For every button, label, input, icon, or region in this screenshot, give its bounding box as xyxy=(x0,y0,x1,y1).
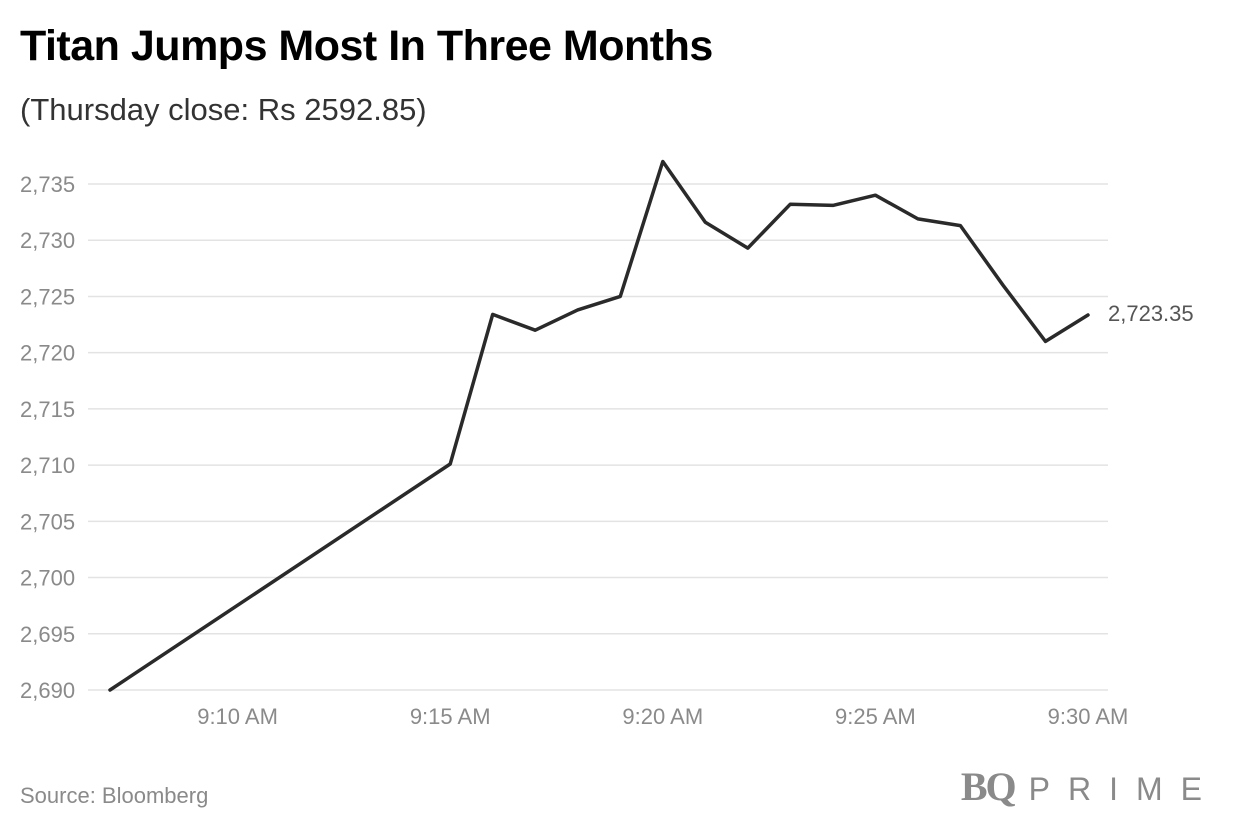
y-tick-label: 2,725 xyxy=(20,284,75,309)
source-note: Source: Bloomberg xyxy=(20,783,209,808)
y-tick-label: 2,715 xyxy=(20,397,75,422)
y-tick-label: 2,710 xyxy=(20,453,75,478)
chart-title: Titan Jumps Most In Three Months xyxy=(20,22,713,70)
y-tick-label: 2,705 xyxy=(20,509,75,534)
y-tick-label: 2,690 xyxy=(20,678,75,703)
y-tick-label: 2,700 xyxy=(20,566,75,591)
series-line xyxy=(108,159,1090,692)
y-tick-label: 2,730 xyxy=(20,228,75,253)
x-tick-label: 9:25 AM xyxy=(835,704,916,729)
last-value-label: 2,723.35 xyxy=(1108,301,1194,326)
y-tick-label: 2,695 xyxy=(20,622,75,647)
x-tick-label: 9:10 AM xyxy=(197,704,278,729)
brand-logo: BQ PRIME xyxy=(961,763,1220,810)
y-tick-label: 2,720 xyxy=(20,341,75,366)
chart-subtitle: (Thursday close: Rs 2592.85) xyxy=(20,92,427,127)
brand-logo-prime: PRIME xyxy=(1028,771,1220,807)
brand-logo-bq: BQ xyxy=(960,764,1017,809)
x-tick-label: 9:15 AM xyxy=(410,704,491,729)
line-chart: 2,690 2,695 2,700 2,705 2,710 2,715 2,720 2,725… xyxy=(20,159,1194,729)
x-tick-label: 9:20 AM xyxy=(622,704,703,729)
y-tick-label: 2,735 xyxy=(20,172,75,197)
x-tick-label: 9:30 AM xyxy=(1048,704,1129,729)
